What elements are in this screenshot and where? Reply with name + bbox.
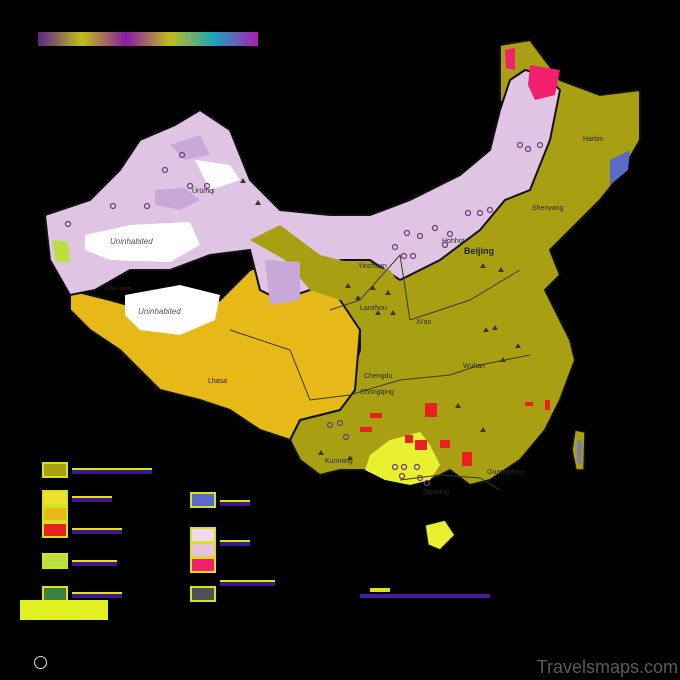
label-xian: Xi'an	[416, 319, 431, 326]
legend-swatch-red	[42, 522, 68, 538]
watermark: Travelsmaps.com	[536, 657, 678, 677]
label-uninhabited-2: Uninhabited	[138, 307, 181, 316]
region-uninhabited	[85, 222, 200, 262]
label-wuhan: Wuhan	[463, 363, 485, 370]
label-hohhot: Hohhot	[442, 238, 465, 245]
legend-bright-block	[20, 600, 108, 620]
label-indian-claim: Indian claim	[105, 286, 132, 292]
region-purple	[155, 188, 200, 210]
region-red-patches	[360, 400, 550, 466]
legend-text-illegible	[72, 560, 117, 566]
legend-text-illegible	[220, 500, 250, 506]
legend-swatch-blue	[190, 492, 216, 508]
label-nanning: Nanning	[423, 489, 449, 496]
region-blue	[610, 150, 630, 185]
label-kunming: Kunming	[325, 458, 353, 465]
legend-text-illegible	[72, 496, 112, 502]
legend-text-illegible	[72, 528, 122, 534]
region-pink	[505, 48, 515, 70]
legend-swatch-pink	[190, 557, 216, 573]
label-lanzhou: Lanzhou	[360, 305, 387, 312]
label-lhasa: Lhasa	[208, 378, 227, 385]
label-urumqi: Ürümqi	[192, 187, 215, 195]
river-yellow	[329, 253, 521, 321]
region-uninhabited	[125, 285, 220, 335]
legend-swatch-gray	[190, 586, 216, 602]
ethnic-group-triangles	[240, 178, 521, 460]
region-hainan	[424, 519, 456, 551]
region-olive-gansu	[250, 225, 400, 300]
label-yinchuan: Yinchuan	[358, 263, 387, 270]
legend-swatch-lime	[42, 553, 68, 569]
legend-text-illegible	[72, 592, 122, 598]
region-lime	[52, 240, 70, 262]
region-gold	[69, 259, 362, 442]
river-xi	[399, 474, 501, 491]
legend-swatch-purple	[190, 542, 216, 558]
label-guangzhou: Guangzhou	[487, 469, 523, 476]
copyright-icon	[34, 656, 47, 669]
label-shenyang: Shenyang	[532, 205, 564, 212]
legend-text-illegible	[72, 468, 152, 474]
legend-swatch-gold	[42, 506, 68, 522]
ethnic-group-circles	[64, 141, 544, 487]
scale-bar-illegible	[360, 588, 490, 608]
region-taiwan-blue	[577, 440, 582, 465]
legend-text-illegible	[220, 580, 275, 586]
region-uninhabited	[195, 160, 240, 190]
region-pink	[528, 65, 560, 100]
legend-swatch-olive	[42, 462, 68, 478]
label-uninhabited-1: Uninhabited	[110, 237, 153, 246]
label-beijing: Beijing	[464, 246, 494, 256]
river-yangtze	[229, 329, 531, 401]
label-chengdu: Chengdu	[364, 373, 393, 380]
region-purple	[265, 260, 300, 305]
legend-swatch-lilac	[190, 527, 216, 543]
map-title-illegible	[38, 32, 258, 46]
legend-text-illegible	[220, 540, 250, 546]
label-harbin: Harbin	[583, 136, 604, 143]
label-chongqing: Chongqing	[360, 389, 394, 396]
legend-swatch-yellow	[42, 490, 68, 506]
